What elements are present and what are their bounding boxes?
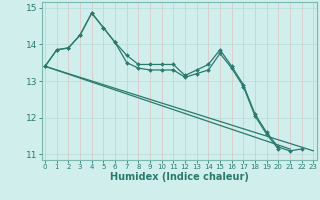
X-axis label: Humidex (Indice chaleur): Humidex (Indice chaleur) xyxy=(110,172,249,182)
